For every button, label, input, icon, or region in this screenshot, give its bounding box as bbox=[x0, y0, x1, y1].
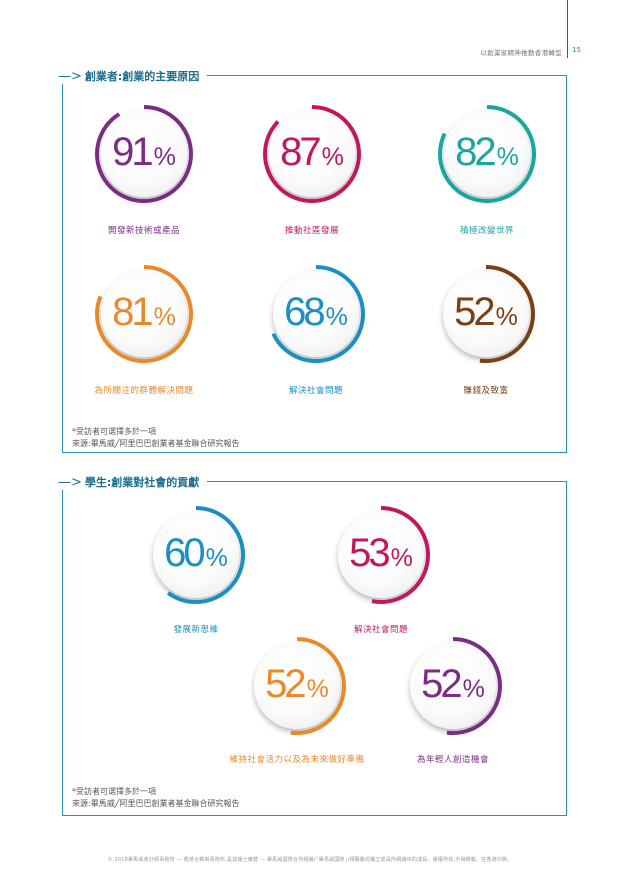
founders-source-note: *受訪者可選擇多於一項 來源:畢馬威╱阿里巴巴創業者基金聯合研究報告 bbox=[72, 426, 240, 450]
running-header-title: 以創業家精神推動香港轉型 bbox=[480, 49, 562, 57]
progress-ring: 52% bbox=[404, 637, 502, 735]
stat-value: 81% bbox=[112, 290, 176, 334]
progress-ring: 68% bbox=[267, 265, 365, 363]
stat-label: 解決社會問題 bbox=[353, 625, 408, 635]
students-contribution-panel bbox=[62, 481, 567, 816]
students-source-note: *受訪者可選擇多於一項 來源:畢馬威╱阿里巴巴創業者基金聯合研究報告 bbox=[72, 786, 240, 810]
source-line: 來源:畢馬威╱阿里巴巴創業者基金聯合研究報告 bbox=[72, 799, 240, 808]
source-line: 來源:畢馬威╱阿里巴巴創業者基金聯合研究報告 bbox=[72, 439, 240, 448]
stat-label: 為所關注的群體解決問題 bbox=[94, 386, 194, 396]
stat-label: 推動社區發展 bbox=[284, 226, 339, 236]
progress-ring: 81% bbox=[95, 265, 193, 363]
stat-value: 60% bbox=[164, 531, 228, 575]
stat-label: 解決社會問題 bbox=[288, 386, 343, 396]
note-line: *受訪者可選擇多於一項 bbox=[72, 787, 156, 796]
stat-value: 68% bbox=[284, 290, 348, 334]
note-line: *受訪者可選擇多於一項 bbox=[72, 427, 156, 436]
stat-label: 開發新技術或產品 bbox=[107, 226, 180, 236]
progress-ring: 52% bbox=[437, 265, 535, 363]
students-section-title: —> 學生:創業對社會的貢獻 bbox=[56, 474, 208, 490]
progress-ring: 60% bbox=[147, 506, 245, 604]
stat-value: 52% bbox=[265, 662, 329, 706]
arrow-right-icon: —> bbox=[58, 474, 82, 490]
page-divider-rule bbox=[567, 0, 568, 58]
stat-value: 52% bbox=[421, 662, 485, 706]
stat-label: 賺錢及致富 bbox=[463, 386, 509, 396]
students-section-title-text: 學生:創業對社會的貢獻 bbox=[84, 476, 200, 489]
stat-label: 維持社會活力以及為未來做好準備 bbox=[229, 755, 365, 765]
stat-value: 87% bbox=[280, 130, 344, 174]
progress-ring: 52% bbox=[248, 637, 346, 735]
founders-reasons-panel bbox=[62, 75, 567, 453]
progress-ring: 87% bbox=[263, 105, 361, 203]
arrow-right-icon: —> bbox=[58, 68, 82, 84]
page-number: 15 bbox=[572, 46, 581, 54]
progress-ring: 91% bbox=[95, 105, 193, 203]
stat-value: 91% bbox=[112, 130, 176, 174]
progress-ring: 82% bbox=[438, 105, 536, 203]
stat-label: 積極改變世界 bbox=[459, 226, 514, 236]
stat-label: 為年輕人創造機會 bbox=[416, 755, 489, 765]
copyright-footer: © 2018畢馬威會計師事務所 — 香港合夥制事務所,是與瑞士實體 — 畢馬威國… bbox=[107, 857, 513, 863]
progress-ring: 53% bbox=[332, 506, 430, 604]
stat-value: 53% bbox=[349, 531, 413, 575]
stat-value: 52% bbox=[454, 290, 518, 334]
founders-section-title-text: 創業者:創業的主要原因 bbox=[84, 70, 200, 83]
stat-value: 82% bbox=[455, 130, 519, 174]
stat-label: 發展新思維 bbox=[173, 625, 219, 635]
founders-section-title: —> 創業者:創業的主要原因 bbox=[56, 68, 208, 84]
